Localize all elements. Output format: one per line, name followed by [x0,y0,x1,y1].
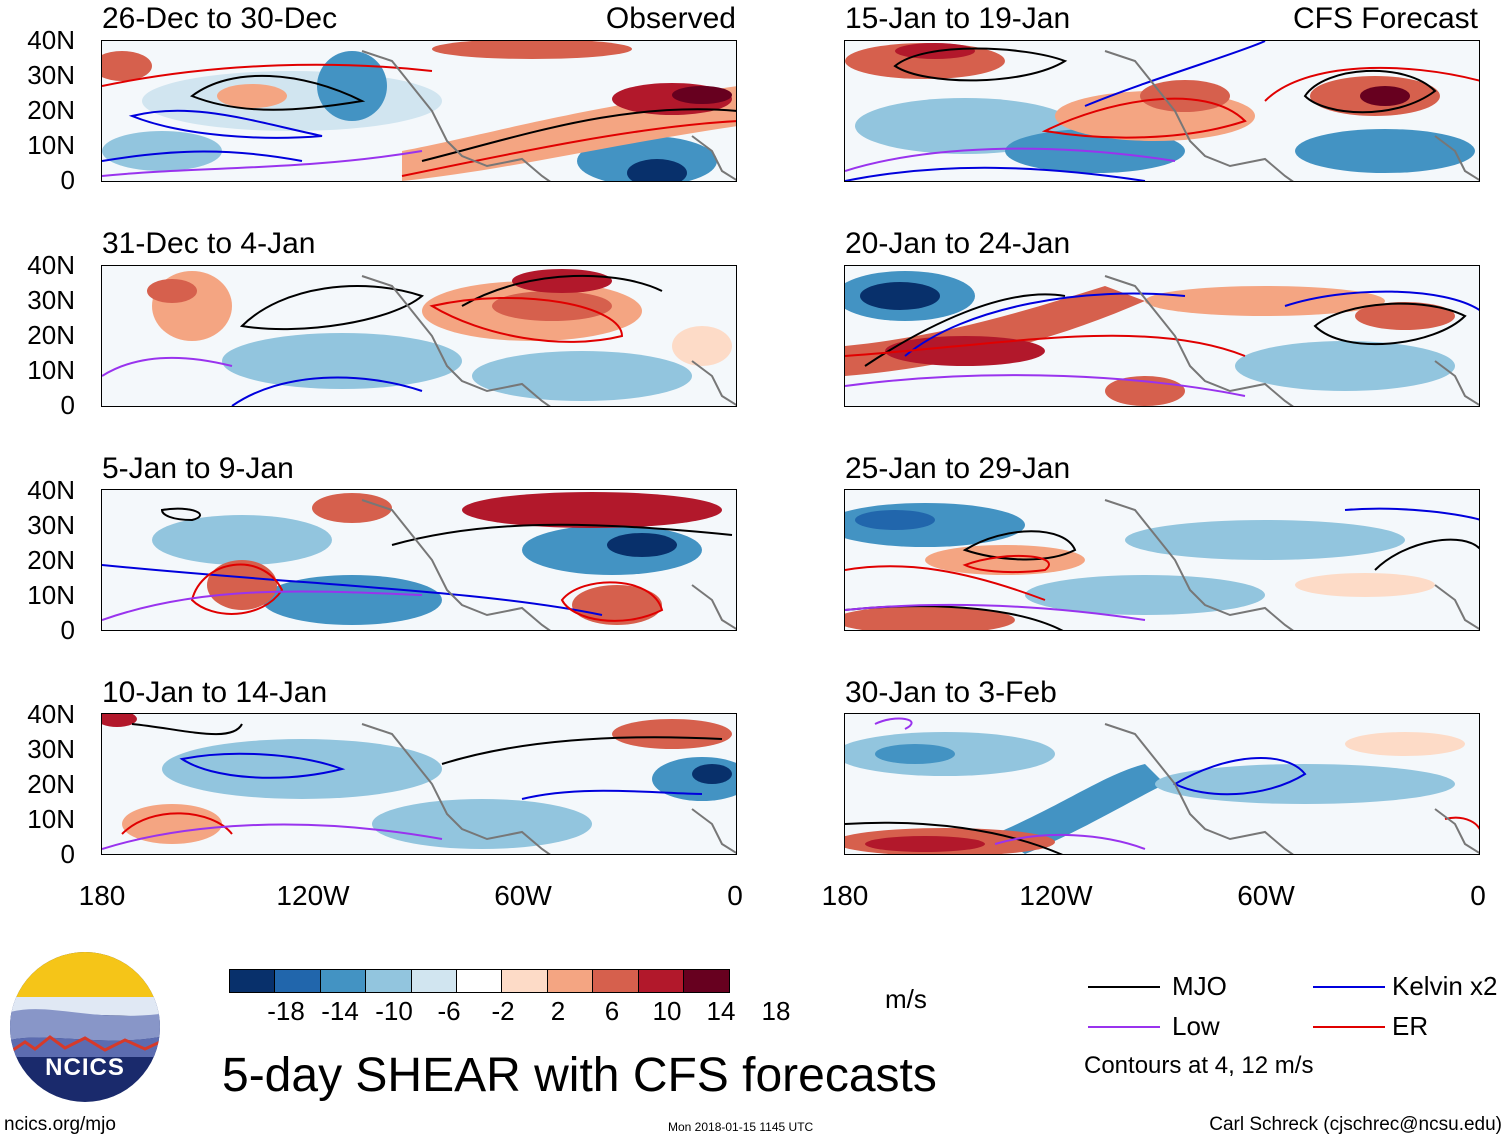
lon-label: 0 [727,880,743,911]
lat-label: 40N [27,475,75,505]
colorbar-swatch [683,970,730,992]
colorbar-label: 10 [652,996,682,1026]
contour-note: Contours at 4, 12 m/s [1084,1052,1314,1079]
colorbar-swatch [456,970,503,992]
colorbar-swatch [547,970,594,992]
colorbar-label: -10 [375,996,413,1026]
colorbar-label: -18 [267,996,305,1026]
lon-label: 60W [494,880,552,911]
panel-tag-forecast: CFS Forecast [1292,2,1478,35]
map-panel-8 [844,713,1480,855]
lon-label: 120W [1019,880,1093,911]
legend-kelvin-line [1313,986,1385,988]
legend-mjo-label: MJO [1172,971,1227,1001]
lat-label: 10N [27,580,75,610]
panel-title-4: 10-Jan to 14-Jan [102,676,328,709]
colorbar-swatch [638,970,684,992]
colorbar-label: 2 [550,996,566,1026]
colorbar-label: -2 [491,996,515,1026]
panel-title-6: 20-Jan to 24-Jan [845,227,1071,260]
lat-label: 30N [27,60,75,90]
colorbar-swatch [275,970,321,992]
legend-er-line [1313,1026,1385,1028]
footer-timestamp: Mon 2018-01-15 1145 UTC [668,1120,814,1134]
colorbar-label: -6 [437,996,461,1026]
panel-title-5: 15-Jan to 19-Jan [845,2,1071,35]
lat-label: 40N [27,250,75,280]
map-panel-6 [844,265,1480,407]
colorbar-swatch [320,970,367,992]
lat-label: 10N [27,355,75,385]
map-panel-7 [844,489,1480,631]
lat-label: 30N [27,734,75,764]
colorbar-swatches [229,969,731,993]
lat-label: 0 [60,390,75,420]
legend-mjo-line [1088,986,1160,988]
ncics-logo: NCICS [10,952,160,1102]
map-panel-2 [101,265,737,407]
footer-credit: Carl Schreck (cjschrec@ncsu.edu) [1209,1114,1502,1135]
colorbar-swatch [411,970,457,992]
lat-label: 30N [27,510,75,540]
colorbar-swatch [593,970,639,992]
legend-low-line [1088,1026,1160,1028]
legend-er-label: ER [1392,1011,1429,1041]
panel-title-3: 5-Jan to 9-Jan [102,452,294,485]
footer-url[interactable]: ncics.org/mjo [4,1114,116,1135]
lat-label: 40N [27,25,75,55]
colorbar-label: 18 [761,996,791,1026]
lon-label: 0 [1470,880,1486,911]
lat-label: 0 [60,615,75,645]
lat-label: 10N [27,130,75,160]
colorbar-label: 14 [706,996,736,1026]
lon-label: 180 [78,880,126,911]
colorbar-swatch [502,970,548,992]
lat-label: 20N [27,320,75,350]
map-panel-1 [101,40,737,182]
colorbar-label: 6 [604,996,620,1026]
logo-text: NCICS [45,1054,125,1081]
lon-label: 180 [821,880,869,911]
map-panel-4 [101,713,737,855]
colorbar-swatch [230,970,276,992]
panel-title-2: 31-Dec to 4-Jan [102,227,316,260]
panel-title-1: 26-Dec to 30-Dec [102,2,338,35]
lat-label: 40N [27,699,75,729]
lon-label: 60W [1237,880,1295,911]
lat-label: 10N [27,804,75,834]
legend-kelvin-label: Kelvin x2 [1392,971,1498,1001]
lat-label: 0 [60,839,75,869]
colorbar-units: m/s [885,984,927,1014]
map-panel-5 [844,40,1480,182]
lat-label: 0 [60,165,75,195]
panel-tag-observed: Observed [605,2,736,35]
panel-title-7: 25-Jan to 29-Jan [845,452,1071,485]
legend-low-label: Low [1172,1011,1220,1041]
main-title: 5-day SHEAR with CFS forecasts [222,1049,937,1102]
lat-label: 20N [27,769,75,799]
lat-label: 20N [27,545,75,575]
lat-label: 20N [27,95,75,125]
colorbar-label: -14 [321,996,359,1026]
lon-label: 120W [276,880,350,911]
colorbar-swatch [366,970,412,992]
panel-title-8: 30-Jan to 3-Feb [845,676,1057,709]
lat-label: 30N [27,285,75,315]
map-panel-3 [101,489,737,631]
